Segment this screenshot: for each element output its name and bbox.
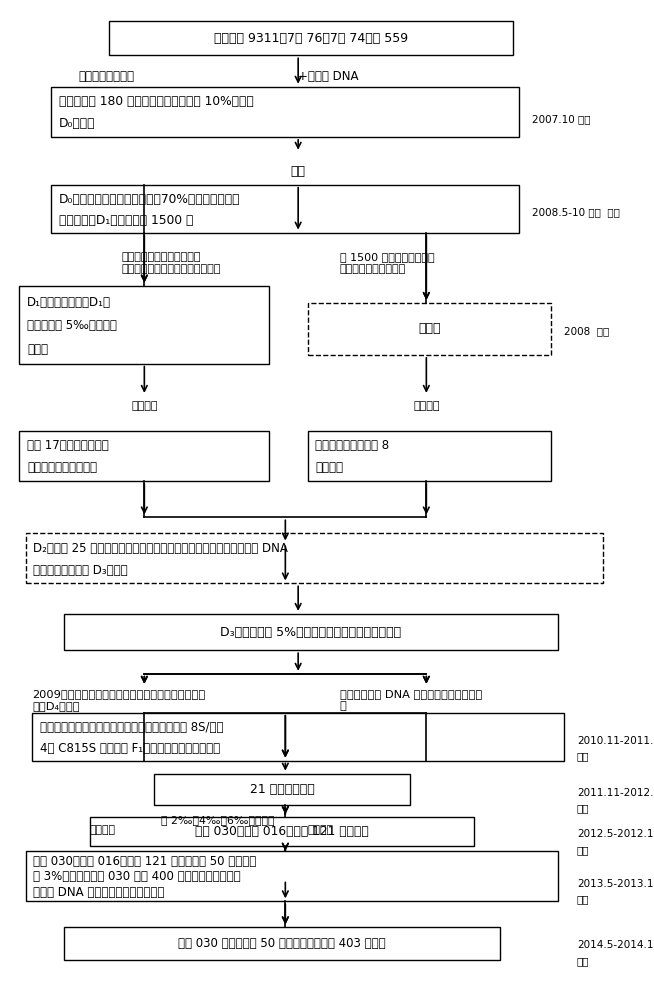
Text: 的对照株好，收获 D₃代种子: 的对照株好，收获 D₃代种子 <box>33 564 128 577</box>
Text: 在 2‰、4‰、6‰不同梯度: 在 2‰、4‰、6‰不同梯度 <box>162 815 275 825</box>
Text: 2013.5-2013.10: 2013.5-2013.10 <box>577 879 654 889</box>
Text: 盐城: 盐城 <box>577 894 589 904</box>
Bar <box>26 533 602 583</box>
Text: 分别进行盐筛和非盐选: 分别进行盐筛和非盐选 <box>340 264 406 274</box>
Text: 盐城: 盐城 <box>577 956 589 966</box>
Text: 盐城: 盐城 <box>577 845 589 855</box>
Bar <box>64 614 558 650</box>
Text: 入外源 DNA 的品种，全部死亡绝收。: 入外源 DNA 的品种，全部死亡绝收。 <box>33 886 165 899</box>
Text: 非盐选: 非盐选 <box>419 322 441 335</box>
Text: 2007.10 海南: 2007.10 海南 <box>532 114 591 124</box>
Bar <box>20 431 269 481</box>
Text: 将 1500 克种子分成两份，: 将 1500 克种子分成两份， <box>340 252 434 262</box>
Text: 亡: 亡 <box>340 701 347 711</box>
Text: 每年冬春在海南盐选；夏秋: 每年冬春在海南盐选；夏秋 <box>122 252 201 262</box>
Text: +芦苇总 DNA: +芦苇总 DNA <box>298 70 358 83</box>
Text: 第六代有的耐盐转化株系基本定型。另外，与双 8S/海湘: 第六代有的耐盐转化株系基本定型。另外，与双 8S/海湘 <box>40 721 224 734</box>
Bar <box>109 21 513 55</box>
Text: 2010.11-2011.5: 2010.11-2011.5 <box>577 736 654 746</box>
Text: 海湘 030、海湘 016、海湘 121 表现突出: 海湘 030、海湘 016、海湘 121 表现突出 <box>196 825 369 838</box>
Text: 保亭: 保亭 <box>577 803 589 813</box>
Text: 异小，得到D₁代种子共约 1500 克: 异小，得到D₁代种子共约 1500 克 <box>59 214 194 227</box>
Text: 2009年转化株系多数无明显的分离，表现基本稳定，: 2009年转化株系多数无明显的分离，表现基本稳定， <box>32 689 205 699</box>
Bar <box>90 817 474 846</box>
Text: 单株收种: 单株收种 <box>413 401 439 411</box>
Text: 用未导入外源 DNA 的水稻作对照，全部死: 用未导入外源 DNA 的水稻作对照，全部死 <box>340 689 482 699</box>
Bar <box>308 303 551 355</box>
Text: 2008  海南: 2008 海南 <box>564 327 610 337</box>
Text: 疏水: 疏水 <box>577 751 589 761</box>
Text: 受体籼稻 9311，7海 76，7海 74，盐 559: 受体籼稻 9311，7海 76，7海 74，盐 559 <box>214 32 408 45</box>
Text: 2011.11-2012.5: 2011.11-2012.5 <box>577 788 654 798</box>
Text: 收获种子约 180 粒，导入穗的结实率约 10%，称为: 收获种子约 180 粒，导入穗的结实率约 10%，称为 <box>59 95 254 108</box>
Bar <box>52 87 519 137</box>
Text: 盐分试盐: 盐分试盐 <box>307 825 334 835</box>
Bar <box>20 286 269 364</box>
Text: 2008.5-10 湖南  长沙: 2008.5-10 湖南 长沙 <box>532 208 620 218</box>
Text: 2012.5-2012.10: 2012.5-2012.10 <box>577 829 654 839</box>
Text: 株）在含盐 5‰塑料盆耐: 株）在含盐 5‰塑料盆耐 <box>27 319 117 332</box>
Text: D₁代种子幼苗期（D₁植: D₁代种子幼苗期（D₁植 <box>27 296 111 309</box>
Text: 在湖南一般稻田（无盐）种植选育: 在湖南一般稻田（无盐）种植选育 <box>122 264 221 274</box>
Text: 花粉管通道法导入: 花粉管通道法导入 <box>78 70 135 83</box>
Text: D₀种子全部播种，发芽率约为70%。各导入植株变: D₀种子全部播种，发芽率约为70%。各导入植株变 <box>59 193 241 206</box>
Text: 海湘 030 在盐城滩涂 50 亩连片种植，亩产 403 公斤。: 海湘 030 在盐城滩涂 50 亩连片种植，亩产 403 公斤。 <box>179 937 386 950</box>
Bar <box>32 713 564 761</box>
Text: 2014.5-2014.10: 2014.5-2014.10 <box>577 940 654 950</box>
Bar <box>26 851 558 901</box>
Text: 盐渍试种: 盐渍试种 <box>90 825 116 835</box>
Text: D₂代植株 25 个株系多数无明显的分离和变异，结实率较未导入外源 DNA: D₂代植株 25 个株系多数无明显的分离和变异，结实率较未导入外源 DNA <box>33 542 288 555</box>
Text: D₀代种子: D₀代种子 <box>59 117 95 130</box>
Text: 选留 17株幼苗移栽到普: 选留 17株幼苗移栽到普 <box>27 439 109 452</box>
Text: D₃株系在含盐 5%人工盐池进行全生育期耐盐筛选: D₃株系在含盐 5%人工盐池进行全生育期耐盐筛选 <box>220 626 402 639</box>
Text: 4号 C815S 杂交获得 F₁代，长势良好，粒形好。: 4号 C815S 杂交获得 F₁代，长势良好，粒形好。 <box>40 742 220 755</box>
Text: 种植于普通大田选留 8: 种植于普通大田选留 8 <box>315 439 390 452</box>
Bar <box>308 431 551 481</box>
Text: 单株收种: 单株收种 <box>131 401 158 411</box>
Bar <box>52 185 519 233</box>
Text: 在 3%盐分下，海湘 030 亩产 400 公斤。对照株为未导: 在 3%盐分下，海湘 030 亩产 400 公斤。对照株为未导 <box>33 870 241 883</box>
Text: 扩繁: 扩繁 <box>290 165 305 178</box>
Text: 个变异株: 个变异株 <box>315 461 343 474</box>
Bar <box>154 774 410 805</box>
Bar <box>64 927 500 960</box>
Text: 海湘 030、海湘 016、海湘 121 在盐城滩涂 50 亩展示，: 海湘 030、海湘 016、海湘 121 在盐城滩涂 50 亩展示， <box>33 855 257 868</box>
Text: 收获D₄代种子: 收获D₄代种子 <box>32 701 80 711</box>
Text: 21 个组合或株系: 21 个组合或株系 <box>250 783 315 796</box>
Text: 盐筛选: 盐筛选 <box>27 343 48 356</box>
Text: 通无盐大田，常规栽培: 通无盐大田，常规栽培 <box>27 461 97 474</box>
